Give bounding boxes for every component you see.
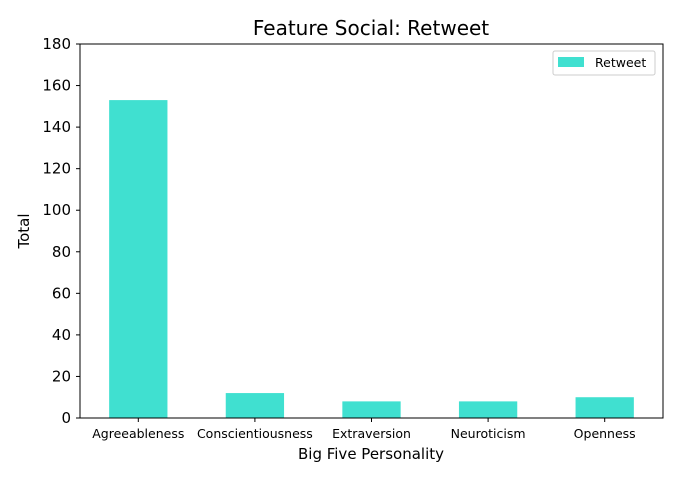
y-tick-label: 0	[61, 409, 71, 427]
y-tick-label: 80	[52, 243, 71, 261]
x-tick-label: Conscientiousness	[197, 426, 313, 441]
bar-openness	[575, 397, 634, 418]
x-axis-ticks: Agreeableness Conscientiousness Extraversi…	[92, 418, 636, 441]
y-axis-ticks: 0 20 40 60 80 100 120 140 160 180	[42, 35, 80, 427]
x-tick-label: Extraversion	[332, 426, 411, 441]
y-tick-label: 60	[52, 284, 71, 302]
bars-group	[109, 100, 634, 418]
y-tick-label: 120	[42, 160, 71, 178]
x-axis-label: Big Five Personality	[298, 445, 444, 463]
plot-frame	[79, 43, 664, 419]
y-tick-label: 100	[42, 201, 71, 219]
legend-label: Retweet	[595, 55, 646, 70]
legend-swatch	[558, 57, 584, 67]
y-axis-label: Total	[15, 213, 33, 249]
bar-extraversion	[342, 401, 401, 418]
x-tick-label: Agreeableness	[92, 426, 184, 441]
bar-agreeableness	[109, 100, 168, 418]
y-tick-label: 180	[42, 35, 71, 53]
chart-title: Feature Social: Retweet	[253, 16, 489, 40]
x-tick-label: Openness	[574, 426, 636, 441]
bar-neuroticism	[458, 401, 518, 418]
y-tick-label: 40	[52, 326, 71, 344]
legend: Retweet	[552, 50, 656, 76]
y-tick-label: 140	[42, 118, 71, 136]
y-tick-label: 20	[52, 367, 71, 385]
y-tick-label: 160	[42, 77, 71, 95]
x-tick-label: Neuroticism	[451, 426, 526, 441]
bar-conscientiousness	[225, 393, 285, 418]
